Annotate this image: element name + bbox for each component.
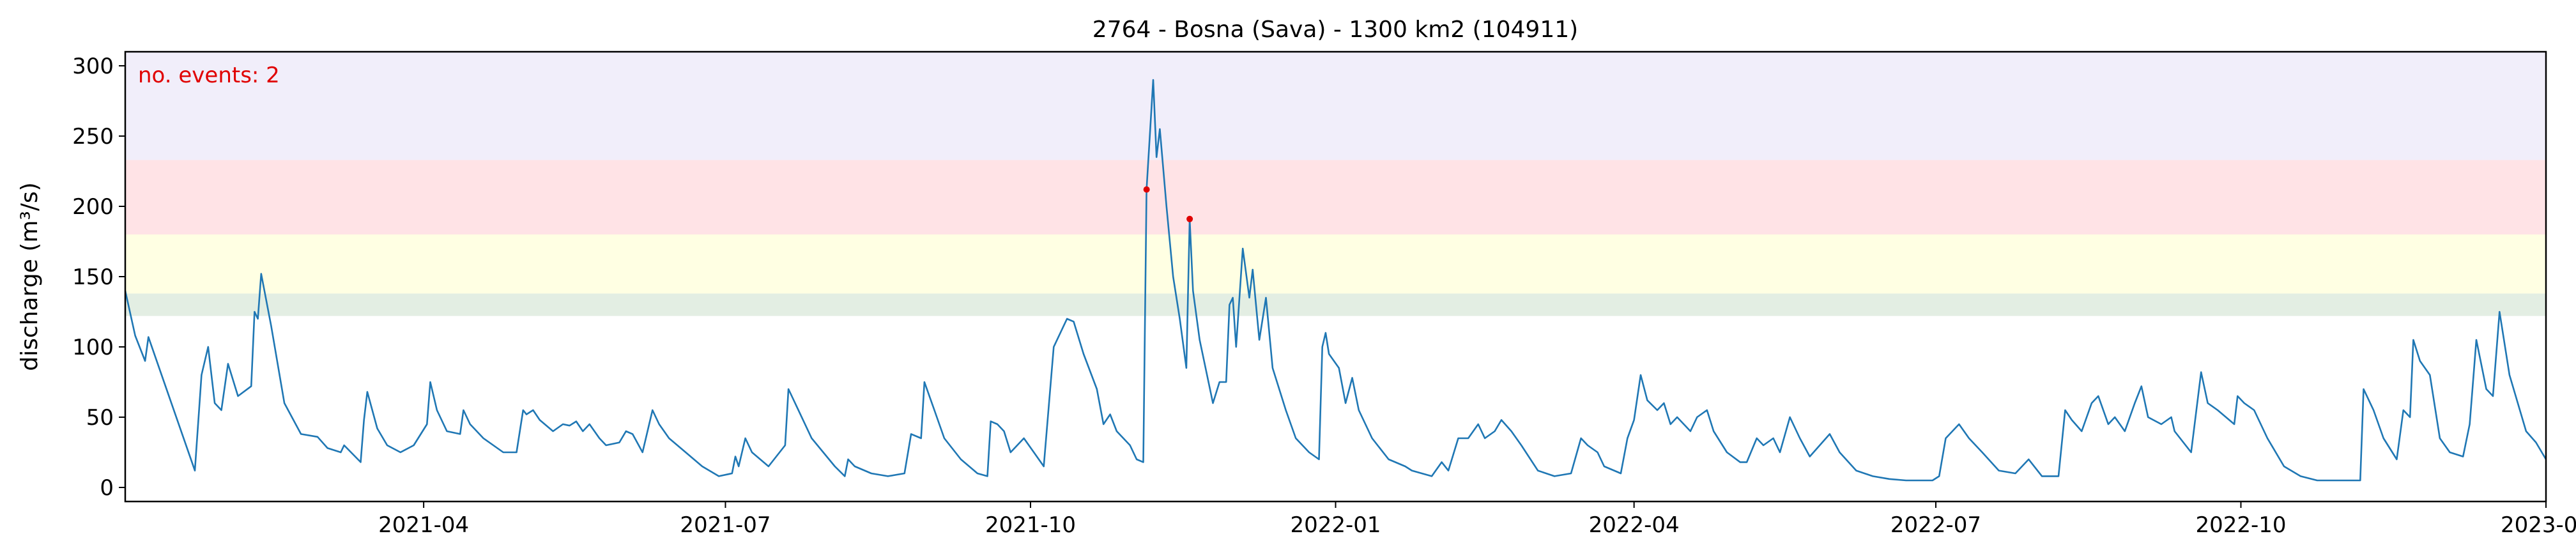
x-tick-label: 2021-10: [985, 512, 1076, 538]
y-tick-label: 200: [72, 194, 114, 220]
event-point: [1186, 215, 1193, 222]
y-tick-label: 150: [72, 264, 114, 290]
plot-frame: [124, 50, 2547, 503]
y-tick-label: 300: [72, 54, 114, 79]
y-tick-label: 50: [86, 405, 114, 431]
y-axis-label: discharge (m³/s): [17, 182, 43, 371]
x-tick-label: 2022-10: [2195, 512, 2286, 538]
annotation: no. events: 2: [138, 63, 280, 88]
x-tick-label: 2021-04: [378, 512, 469, 538]
threshold-band: [125, 52, 2546, 160]
y-tick-label: 100: [72, 335, 114, 360]
x-tick-label: 2023-01: [2501, 512, 2576, 538]
y-tick-label: 250: [72, 124, 114, 149]
threshold-band: [125, 160, 2546, 234]
x-tick-label: 2022-01: [1290, 512, 1381, 538]
threshold-band: [125, 234, 2546, 294]
threshold-band: [125, 293, 2546, 316]
discharge-line: [124, 79, 2547, 482]
event-point: [1143, 186, 1150, 193]
chart-title: 2764 - Bosna (Sava) - 1300 km2 (104911): [1092, 17, 1578, 43]
x-tick-label: 2022-07: [1890, 512, 1981, 538]
x-tick-label: 2021-07: [680, 512, 770, 538]
y-tick-label: 0: [100, 475, 114, 501]
x-tick-label: 2022-04: [1589, 512, 1680, 538]
